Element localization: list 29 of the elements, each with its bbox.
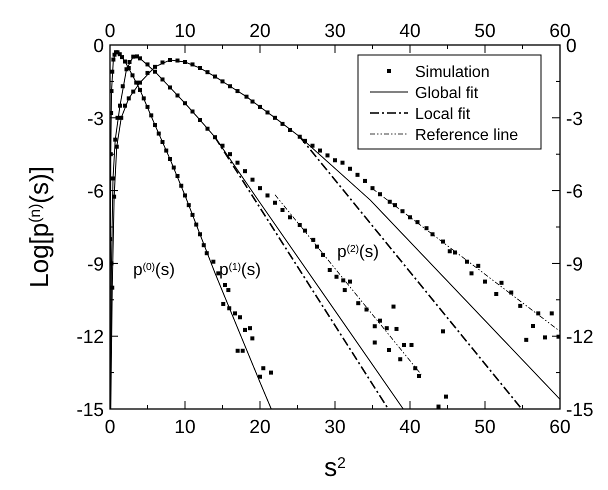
x2-tick-label: 40 — [399, 417, 421, 438]
y-tick-label: -12 — [76, 327, 104, 348]
x2-tick-label: 30 — [324, 417, 346, 438]
x2-tick-label: 20 — [249, 417, 271, 438]
y2-tick-label: 0 — [566, 36, 577, 57]
x-tick-label: 20 — [249, 21, 271, 42]
legend-label: Global fit — [415, 85, 479, 102]
x-tick-label: 40 — [399, 21, 421, 42]
y2-tick-label: -3 — [566, 108, 583, 130]
y2-tick-label: -9 — [566, 254, 583, 276]
x-tick-label: 50 — [474, 21, 496, 42]
annotation: p$^{(2)}$(s) — [337, 242, 379, 261]
y2-tick-label: -12 — [566, 327, 594, 348]
legend-label: Simulation — [415, 64, 490, 81]
x-axis-title: s$^{2}$ — [324, 452, 346, 482]
legend-label: Reference line — [415, 127, 518, 144]
annotation: p$^{(0)}$(s) — [133, 260, 175, 279]
x-tick-label: 30 — [324, 21, 346, 42]
y-tick-label: -6 — [87, 182, 104, 203]
x2-tick-label: 50 — [474, 417, 496, 438]
y-tick-label: -3 — [87, 108, 104, 130]
y2-tick-label: -6 — [566, 182, 583, 203]
x2-tick-label: 10 — [174, 417, 196, 438]
x-tick-label: 10 — [174, 21, 196, 42]
y-tick-label: -15 — [76, 400, 104, 421]
y-tick-label: -9 — [87, 254, 104, 276]
legend-label: Local fit — [415, 106, 471, 123]
annotation: p$^{(1)}$(s) — [219, 260, 261, 279]
y-tick-label: 0 — [93, 36, 104, 57]
